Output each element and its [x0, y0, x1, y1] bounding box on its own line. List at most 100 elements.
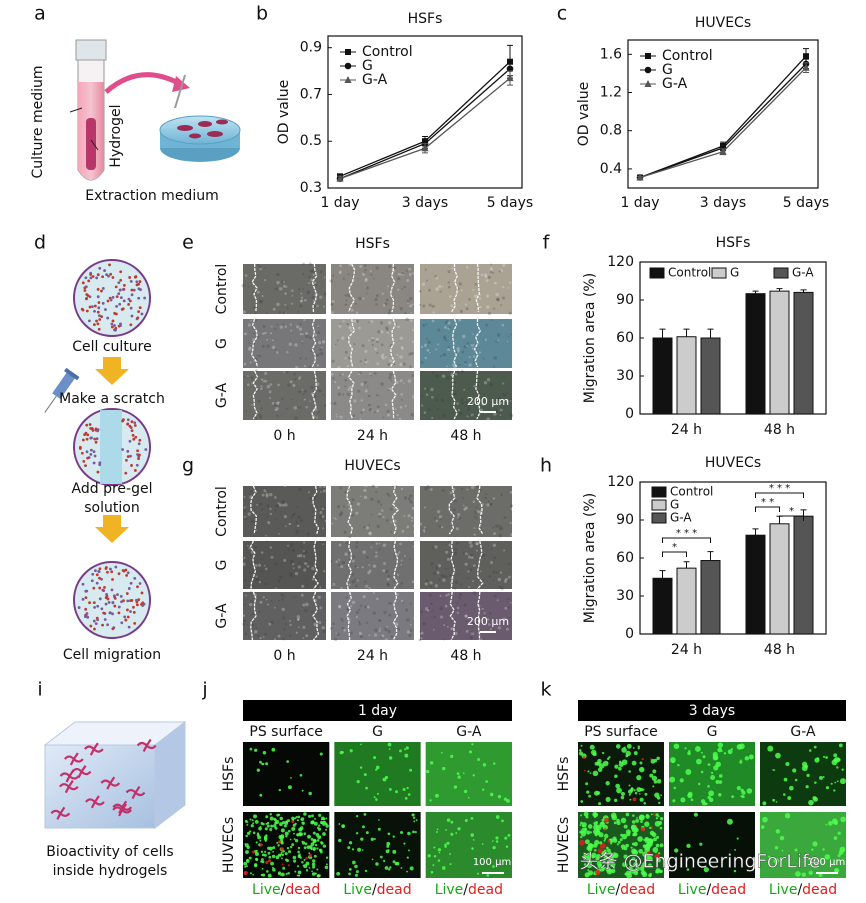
cell-signal: [392, 860, 396, 864]
cell-signal: [808, 749, 812, 752]
cell: [100, 776, 121, 790]
chart-title: HSFs: [716, 235, 751, 251]
texture: [269, 332, 273, 335]
texture: [380, 382, 384, 386]
texture: [468, 555, 472, 559]
texture: [294, 416, 298, 420]
texture: [279, 575, 283, 579]
cell-signal: [244, 843, 247, 845]
texture: [305, 559, 308, 562]
fluorescence-image: [425, 742, 512, 806]
micrograph: [243, 592, 326, 640]
cell-dot: [138, 438, 142, 442]
texture: [258, 581, 262, 584]
texture: [317, 330, 321, 334]
cell-dot: [128, 424, 132, 428]
cell-signal: [259, 760, 262, 764]
cell-signal: [814, 781, 817, 784]
cell-signal: [620, 817, 627, 824]
texture: [440, 517, 443, 520]
significance-label: * * *: [676, 528, 697, 539]
texture: [289, 559, 294, 564]
texture: [284, 303, 287, 306]
texture: [348, 535, 352, 539]
texture: [348, 583, 351, 586]
texture: [393, 363, 396, 366]
texture: [448, 543, 452, 547]
cell-signal: [482, 788, 485, 791]
texture: [333, 517, 336, 519]
texture: [399, 355, 403, 359]
y-tick-label: 1.6: [600, 46, 622, 62]
cell-signal: [310, 842, 315, 847]
column-label: G-A: [456, 724, 482, 740]
texture: [375, 266, 379, 270]
cell-signal: [602, 760, 609, 767]
texture: [406, 301, 410, 304]
cell-signal: [579, 839, 585, 846]
cell-signal: [653, 780, 658, 784]
cell-dot: [110, 325, 114, 329]
texture: [348, 325, 352, 330]
texture: [436, 408, 439, 411]
scratch-edge: [476, 485, 484, 535]
cell-dot: [96, 618, 99, 622]
cell-signal: [437, 859, 441, 862]
texture: [255, 570, 258, 573]
texture: [250, 320, 252, 322]
texture: [374, 297, 378, 302]
y-tick-label: 120: [607, 254, 634, 270]
cell-dot: [110, 322, 114, 326]
cell-signal: [277, 844, 280, 847]
cell-signal: [373, 837, 376, 840]
stain-label: Live/dead: [587, 882, 655, 898]
cell-signal: [833, 789, 836, 792]
legend-label: Control: [668, 266, 711, 280]
cell-signal: [245, 834, 248, 838]
texture: [378, 547, 382, 551]
cell-signal: [605, 781, 610, 786]
cell-dot: [85, 293, 89, 296]
texture: [323, 570, 326, 573]
cell-signal: [463, 789, 468, 794]
cell-signal: [392, 849, 397, 854]
cell-signal: [781, 849, 784, 852]
cell-signal: [442, 866, 446, 870]
cell-signal: [435, 793, 439, 798]
texture: [298, 390, 302, 394]
texture: [396, 413, 399, 417]
texture: [418, 289, 422, 293]
cell-signal: [583, 811, 589, 817]
texture: [399, 417, 402, 421]
cell-signal: [616, 787, 622, 794]
texture: [432, 546, 436, 550]
texture: [243, 496, 246, 498]
cell-signal: [254, 748, 258, 752]
cell-signal: [833, 836, 838, 840]
cell-dot: [123, 615, 127, 619]
cell-signal: [580, 744, 583, 747]
texture: [261, 493, 265, 497]
texture: [449, 491, 453, 495]
texture: [453, 618, 456, 622]
cell-dot: [106, 316, 110, 320]
cell-signal: [715, 761, 721, 768]
texture: [337, 563, 341, 567]
texture: [465, 629, 469, 633]
texture: [411, 506, 415, 510]
cell-signal: [377, 827, 381, 831]
texture: [510, 507, 514, 511]
panel-a-illustration: [69, 39, 241, 181]
cell-signal: [581, 827, 587, 834]
texture: [467, 387, 470, 390]
stain-part: /: [797, 882, 802, 898]
cell-signal: [805, 785, 809, 789]
cell-signal: [603, 833, 609, 839]
texture: [458, 318, 462, 322]
texture: [447, 269, 451, 274]
texture: [397, 288, 400, 291]
cell-signal: [655, 813, 659, 817]
cell-signal: [311, 814, 314, 818]
texture: [434, 584, 439, 588]
